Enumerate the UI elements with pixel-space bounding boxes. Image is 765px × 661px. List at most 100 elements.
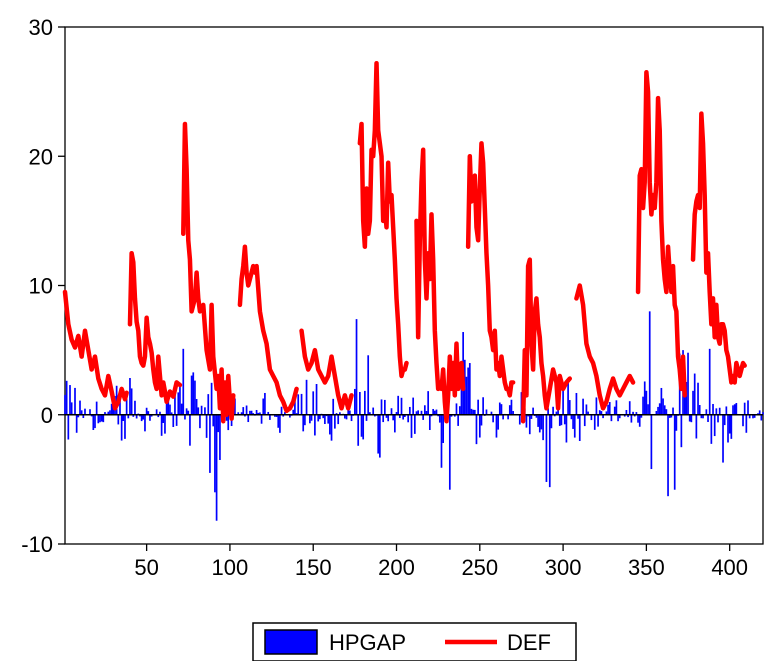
hpgap-bar xyxy=(532,407,534,415)
hpgap-bar xyxy=(214,414,216,493)
hpgap-bar xyxy=(79,400,81,415)
hpgap-bar xyxy=(314,414,316,436)
hpgap-bar xyxy=(717,414,719,423)
hpgap-bar xyxy=(728,414,731,434)
hpgap-bar xyxy=(733,404,736,415)
hpgap-bar xyxy=(359,391,361,415)
hpgap-bar xyxy=(267,411,270,415)
hpgap-bar xyxy=(382,414,385,423)
hpgap-bar xyxy=(142,414,145,420)
hpgap-bar xyxy=(104,412,106,415)
hpgap-bar xyxy=(527,414,529,417)
hpgap-bar xyxy=(305,379,308,415)
hpgap-bar xyxy=(329,414,331,435)
hpgap-bar xyxy=(538,414,541,433)
hpgap-bar xyxy=(360,414,363,437)
hpgap-bar xyxy=(625,409,628,415)
x-tick-label: 200 xyxy=(378,555,415,580)
hpgap-bar xyxy=(398,414,401,419)
hpgap-bar xyxy=(747,400,749,415)
hpgap-bar xyxy=(182,348,185,415)
hpgap-bar xyxy=(332,398,335,415)
hpgap-bar xyxy=(438,414,441,423)
hpgap-bar xyxy=(89,409,91,415)
hpgap-bar xyxy=(250,410,253,415)
hpgap-bar xyxy=(695,414,698,439)
hpgap-bar xyxy=(400,397,403,415)
hpgap-bar xyxy=(237,412,240,415)
hpgap-bar xyxy=(280,406,283,415)
hpgap-bar xyxy=(448,414,451,490)
hpgap-bar xyxy=(417,410,420,415)
hpgap-bar xyxy=(350,414,353,422)
x-tick-label: 350 xyxy=(628,555,665,580)
hpgap-bar xyxy=(145,407,148,415)
legend-swatch-hpgap xyxy=(264,629,318,655)
hpgap-bar xyxy=(170,412,173,415)
hpgap-bar xyxy=(357,414,360,446)
hpgap-bar xyxy=(304,414,306,426)
hpgap-bar xyxy=(149,414,151,421)
hpgap-bar xyxy=(117,414,120,425)
hpgap-bar xyxy=(582,398,584,415)
hpgap-bar xyxy=(663,405,666,415)
hpgap-bar xyxy=(92,414,95,430)
hpgap-bar xyxy=(710,414,713,444)
hpgap-bar xyxy=(712,403,714,415)
hpgap-bar xyxy=(225,414,228,421)
hpgap-bar xyxy=(608,402,611,415)
hpgap-bar xyxy=(475,414,478,445)
hpgap-bar xyxy=(640,414,643,418)
hpgap-bar xyxy=(662,398,664,415)
hpgap-bar xyxy=(410,414,413,438)
hpgap-bar xyxy=(435,409,438,415)
hpgap-bar xyxy=(390,408,393,415)
hpgap-bar xyxy=(623,414,626,417)
hpgap-bar xyxy=(407,414,410,423)
hpgap-bar xyxy=(575,392,578,415)
hpgap-bar xyxy=(64,394,66,415)
hpgap-bar xyxy=(468,363,471,415)
hpgap-bar xyxy=(412,397,415,415)
hpgap-bar xyxy=(552,406,554,415)
hpgap-bar xyxy=(187,410,190,415)
hpgap-bar xyxy=(687,352,689,415)
hpgap-bar xyxy=(212,414,215,427)
hpgap-bar xyxy=(74,387,76,415)
hpgap-bar xyxy=(392,414,395,421)
hpgap-bar xyxy=(743,402,746,415)
hpgap-bar xyxy=(402,414,405,420)
hpgap-bar xyxy=(244,414,246,417)
hpgap-bar xyxy=(478,414,481,438)
hpgap-bar xyxy=(127,414,130,419)
hpgap-bar xyxy=(169,404,171,415)
hpgap-bar xyxy=(590,414,593,421)
hpgap-bar xyxy=(472,409,474,415)
hpgap-bar xyxy=(758,410,761,415)
hpgap-bar xyxy=(553,414,556,417)
hpgap-bar xyxy=(362,414,365,440)
hpgap-bar xyxy=(205,414,208,438)
x-tick-label: 250 xyxy=(461,555,498,580)
hpgap-bar xyxy=(725,406,728,415)
hpgap-bar xyxy=(365,414,368,421)
hpgap-bar xyxy=(562,387,564,415)
x-tick-label: 100 xyxy=(212,555,249,580)
hpgap-bar xyxy=(598,410,601,415)
hpgap-bar xyxy=(84,408,86,415)
hpgap-bar xyxy=(635,412,638,415)
hpgap-bar xyxy=(697,382,699,415)
hpgap-bar xyxy=(184,414,186,420)
hpgap-bar xyxy=(147,411,150,415)
hpgap-bar xyxy=(257,412,260,415)
hpgap-bar xyxy=(262,398,265,415)
hpgap-bar xyxy=(557,409,559,415)
hpgap-bar xyxy=(573,414,576,438)
hpgap-bar xyxy=(565,414,568,443)
hpgap-bar xyxy=(658,403,661,415)
hpgap-bar xyxy=(583,414,586,427)
hpgap-bar xyxy=(207,394,210,415)
hpgap-bar xyxy=(618,414,621,419)
hpgap-bar xyxy=(607,404,609,415)
hpgap-bar xyxy=(335,413,338,415)
